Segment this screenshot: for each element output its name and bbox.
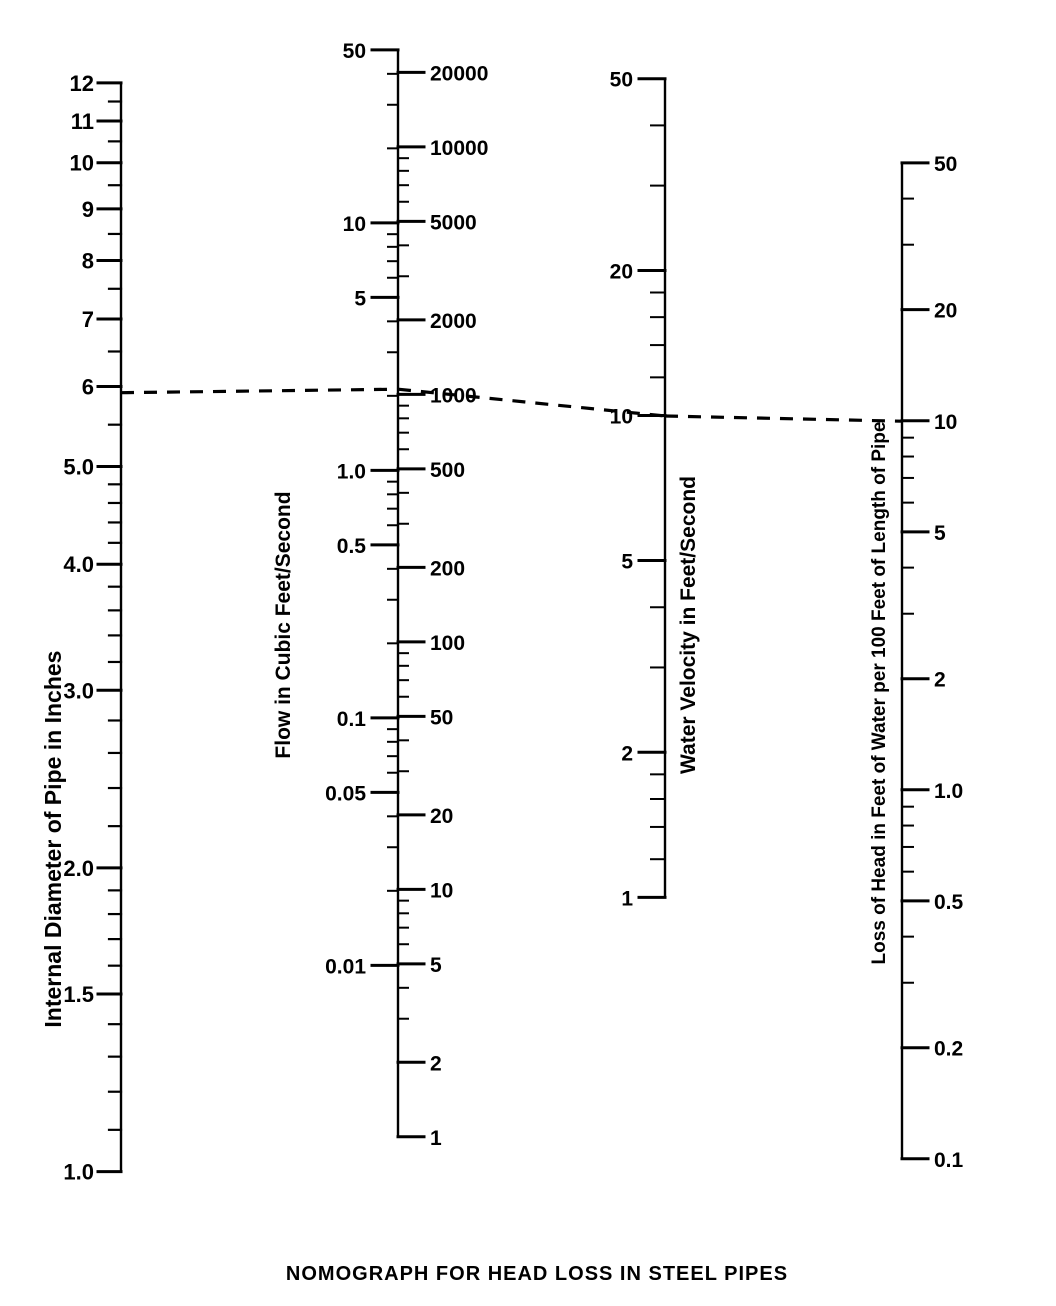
svg-text:1.0: 1.0 [63,1160,94,1185]
svg-text:20: 20 [610,260,633,283]
svg-text:5000: 5000 [430,211,477,234]
svg-text:5.0: 5.0 [63,454,94,479]
svg-text:9: 9 [82,197,94,222]
svg-text:20000: 20000 [430,62,488,85]
svg-text:0.01: 0.01 [325,955,366,978]
svg-text:0.05: 0.05 [325,782,366,805]
svg-text:0.5: 0.5 [934,891,964,914]
svg-text:1: 1 [430,1127,442,1150]
svg-text:1.0: 1.0 [934,780,963,803]
svg-text:2.0: 2.0 [63,856,94,881]
svg-text:20: 20 [430,805,453,828]
svg-text:Internal Diameter of Pipe in I: Internal Diameter of Pipe in Inches [40,651,66,1028]
svg-text:Loss of Head in Feet of Water: Loss of Head in Feet of Water per 100 Fe… [869,422,890,965]
svg-text:10: 10 [70,151,94,176]
svg-text:1.0: 1.0 [337,460,366,483]
svg-text:10: 10 [610,406,633,429]
svg-text:10: 10 [934,411,957,434]
svg-text:Water Velocity in Feet/Second: Water Velocity in Feet/Second [677,476,700,774]
svg-text:500: 500 [430,459,465,482]
svg-text:50: 50 [610,69,633,92]
svg-text:1: 1 [621,887,633,910]
svg-text:5: 5 [621,551,633,574]
svg-text:0.1: 0.1 [337,708,367,731]
svg-text:1.5: 1.5 [63,982,94,1007]
svg-text:10: 10 [343,213,366,236]
svg-text:5: 5 [934,522,946,545]
svg-text:50: 50 [934,153,957,176]
svg-text:Flow in Cubic Feet/Second: Flow in Cubic Feet/Second [272,491,295,758]
svg-text:5: 5 [430,954,442,977]
svg-text:4.0: 4.0 [63,552,94,577]
svg-text:7: 7 [82,307,94,332]
svg-text:NOMOGRAPH FOR HEAD LOSS IN STE: NOMOGRAPH FOR HEAD LOSS IN STEEL PIPES [286,1263,788,1285]
svg-text:10000: 10000 [430,137,488,160]
svg-text:2: 2 [621,742,633,765]
svg-text:10: 10 [430,879,453,902]
svg-text:0.2: 0.2 [934,1038,963,1061]
svg-text:12: 12 [70,71,94,96]
svg-text:5: 5 [354,287,366,310]
svg-text:100: 100 [430,632,465,655]
svg-text:0.1: 0.1 [934,1149,964,1172]
svg-text:3.0: 3.0 [63,678,94,703]
svg-text:20: 20 [934,300,957,323]
svg-text:8: 8 [82,249,94,274]
svg-text:2: 2 [934,669,946,692]
svg-text:200: 200 [430,557,465,580]
svg-text:6: 6 [82,375,94,400]
svg-text:11: 11 [71,109,94,134]
svg-text:2: 2 [430,1052,442,1075]
svg-text:0.5: 0.5 [337,535,367,558]
svg-text:2000: 2000 [430,310,477,333]
svg-text:50: 50 [343,40,366,63]
svg-text:50: 50 [430,706,453,729]
